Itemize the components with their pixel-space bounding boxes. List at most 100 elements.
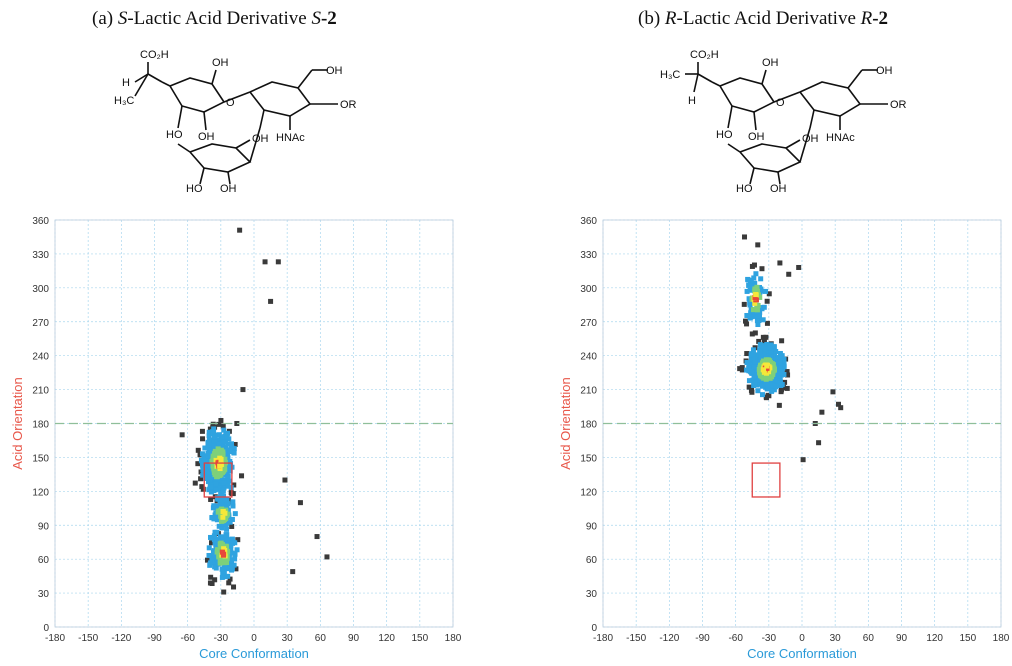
- data-point: [747, 300, 753, 306]
- data-point: [213, 514, 219, 520]
- y-tick-label: 0: [43, 623, 49, 634]
- y-tick-label: 300: [580, 284, 597, 295]
- structure-s2: CO₂H H H₃C OH O OH OR HNAc HO OH OH HO O…: [114, 49, 357, 194]
- data-point: [227, 519, 233, 525]
- data-point: [228, 485, 234, 491]
- data-point: [744, 351, 750, 357]
- data-point: [769, 387, 775, 393]
- data-point: [223, 544, 229, 550]
- data-point: [206, 545, 212, 551]
- data-point: [744, 288, 750, 294]
- struct-b-ho1: HO: [716, 129, 733, 141]
- data-point: [210, 463, 216, 469]
- data-point: [231, 584, 237, 590]
- y-axis-label: Acid Orientation: [558, 377, 573, 470]
- data-point: [759, 343, 765, 349]
- data-point: [741, 301, 747, 307]
- data-point: [229, 567, 235, 573]
- data-point: [753, 292, 759, 298]
- data-point: [212, 577, 218, 583]
- data-point: [751, 354, 757, 360]
- data-point: [225, 441, 231, 447]
- data-point: [764, 381, 770, 387]
- data-point: [214, 529, 220, 535]
- y-axis-label: Acid Orientation: [10, 377, 25, 470]
- data-point: [744, 360, 750, 366]
- data-point: [775, 354, 781, 360]
- data-point: [215, 495, 221, 501]
- struct-a-or: OR: [340, 99, 357, 111]
- data-point: [203, 476, 209, 482]
- data-point-outlier: [816, 440, 822, 446]
- data-point: [785, 372, 791, 378]
- data-point: [218, 417, 224, 423]
- y-tick-label: 150: [580, 453, 597, 464]
- struct-b-acid: CO₂H: [690, 49, 719, 61]
- data-point: [219, 558, 225, 564]
- data-point: [229, 516, 235, 522]
- data-point: [232, 551, 238, 557]
- data-point: [746, 282, 752, 288]
- data-point: [759, 383, 765, 389]
- data-point: [208, 489, 214, 495]
- data-point: [747, 365, 753, 371]
- struct-a-methyl: H₃C: [114, 95, 134, 107]
- x-tick-label: -150: [78, 633, 98, 644]
- data-point: [229, 444, 235, 450]
- data-point: [211, 426, 217, 432]
- y-tick-label: 330: [580, 250, 597, 261]
- data-point: [749, 331, 755, 337]
- y-tick-label: 180: [32, 420, 49, 431]
- x-tick-label: 0: [251, 633, 257, 644]
- data-point-outlier: [830, 389, 836, 395]
- data-point: [763, 334, 769, 340]
- x-tick-label: 30: [830, 633, 842, 644]
- data-point: [218, 490, 224, 496]
- data-point: [203, 457, 209, 463]
- data-point: [208, 540, 214, 546]
- struct-b-methyl: H₃C: [660, 69, 680, 81]
- data-point: [234, 547, 240, 553]
- data-point: [231, 446, 237, 452]
- data-point: [756, 313, 762, 319]
- data-point: [229, 523, 235, 529]
- data-point: [221, 546, 227, 552]
- struct-a-acid: CO₂H: [140, 49, 169, 61]
- data-point: [227, 542, 233, 548]
- data-point-outlier: [777, 260, 783, 266]
- data-point: [220, 552, 226, 558]
- data-point: [206, 437, 212, 443]
- data-point: [761, 338, 767, 344]
- y-tick-label: 180: [580, 420, 597, 431]
- data-point: [227, 468, 233, 474]
- data-point: [225, 473, 231, 479]
- data-point: [217, 541, 223, 547]
- data-point: [227, 447, 233, 453]
- data-point: [759, 392, 765, 398]
- y-tick-label: 90: [38, 521, 50, 532]
- data-point: [222, 482, 228, 488]
- data-point: [206, 440, 212, 446]
- x-tick-label: 60: [315, 633, 327, 644]
- data-point: [213, 481, 219, 487]
- panel-a-title-config: S: [117, 8, 128, 29]
- scatter-plot-r2: -180 -150 -120 -90 -60 -30 0 30 60 90 120 150 180 0 30…: [558, 216, 1010, 661]
- data-point: [225, 453, 231, 459]
- data-point: [744, 367, 750, 373]
- struct-a-ho1: HO: [166, 129, 183, 141]
- data-point: [752, 286, 758, 292]
- data-point: [745, 277, 751, 283]
- data-point: [205, 472, 211, 478]
- data-point: [215, 477, 221, 483]
- x-tick-label: 30: [282, 633, 294, 644]
- struct-b-or: OR: [890, 99, 907, 111]
- panel-b-title: (b) R-Lactic Acid Derivative R-2: [638, 8, 888, 30]
- data-point: [763, 374, 769, 380]
- data-point: [764, 298, 770, 304]
- data-point: [766, 343, 772, 349]
- data-point: [199, 458, 205, 464]
- data-point: [195, 447, 201, 453]
- data-point: [201, 453, 207, 459]
- data-point: [229, 536, 235, 542]
- y-tick-label: 360: [580, 216, 597, 227]
